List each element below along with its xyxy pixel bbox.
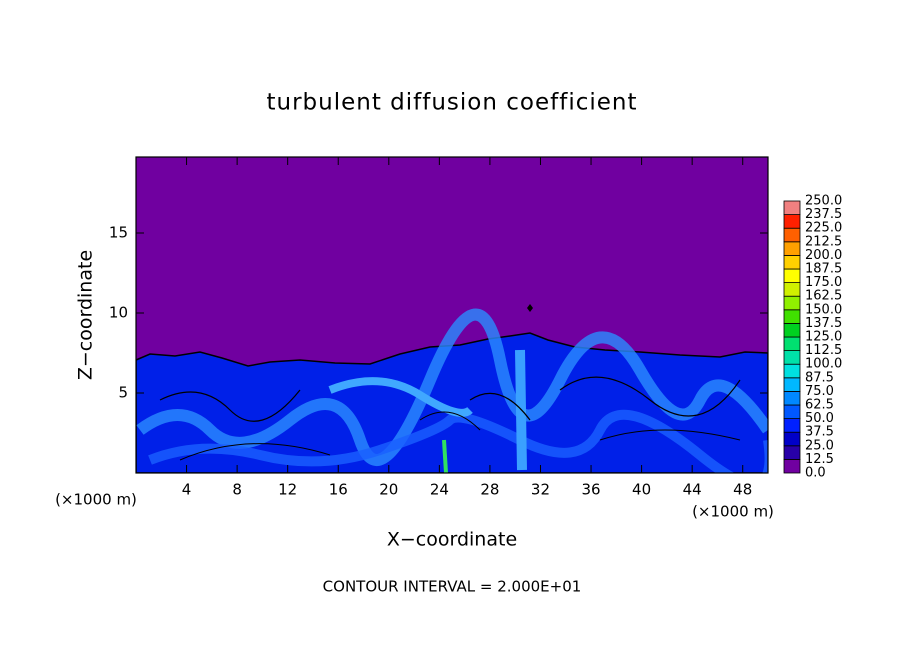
- x-tick-label: 32: [531, 481, 550, 499]
- y-tick-label: 15: [109, 224, 128, 242]
- x-tick-label: 28: [480, 481, 499, 499]
- x-unit-label: (×1000 m): [692, 503, 774, 521]
- y-axis-label: Z−coordinate: [75, 250, 97, 380]
- x-tick-label: 12: [278, 481, 297, 499]
- colorbar-band: [783, 418, 801, 433]
- x-tick-label: 8: [232, 481, 242, 499]
- colorbar-band: [783, 241, 801, 256]
- colorbar-label: 50.0: [805, 411, 834, 426]
- colorbar-band: [783, 431, 801, 447]
- chart-title: turbulent diffusion coefficient: [266, 90, 637, 116]
- plot-frame: [135, 156, 769, 474]
- x-tick-label: 4: [182, 481, 192, 499]
- colorbar-label: 87.5: [805, 370, 834, 385]
- colorbar-label: 137.5: [805, 316, 842, 331]
- colorbar-band: [783, 336, 801, 352]
- colorbar-band: [783, 227, 801, 243]
- footer-note: CONTOUR INTERVAL = 2.000E+01: [323, 578, 582, 596]
- contour-field: [136, 157, 768, 473]
- y-tick-label: 5: [118, 384, 128, 402]
- colorbar-band: [783, 282, 801, 297]
- colorbar-label: 225.0: [805, 221, 842, 236]
- colorbar-band: [783, 254, 801, 270]
- colorbar-band: [783, 404, 801, 420]
- colorbar-label: 125.0: [805, 330, 842, 345]
- colorbar-label: 150.0: [805, 302, 842, 317]
- x-tick-label: 44: [683, 481, 702, 499]
- colorbar-label: 112.5: [805, 343, 842, 358]
- colorbar-label: 25.0: [805, 438, 834, 453]
- colorbar-band: [783, 390, 801, 406]
- colorbar-label: 175.0: [805, 275, 842, 290]
- x-tick-label: 20: [379, 481, 398, 499]
- colorbar-label: 250.0: [805, 194, 842, 209]
- x-unit-label: (×1000 m): [55, 491, 137, 509]
- colorbar-band: [783, 445, 801, 460]
- colorbar-band: [783, 309, 801, 324]
- colorbar-label: 212.5: [805, 234, 842, 249]
- colorbar-label: 187.5: [805, 262, 842, 277]
- x-tick-label: 48: [733, 481, 752, 499]
- colorbar-label: 12.5: [805, 452, 834, 467]
- colorbar-label: 162.5: [805, 289, 842, 304]
- colorbar-band: [783, 268, 801, 284]
- colorbar-band: [783, 200, 801, 216]
- colorbar-band: [783, 458, 801, 474]
- x-tick-label: 40: [632, 481, 651, 499]
- colorbar-label: 237.5: [805, 207, 842, 222]
- x-tick-label: 24: [430, 481, 449, 499]
- colorbar-band: [783, 322, 801, 338]
- colorbar-label: 0.0: [805, 466, 826, 481]
- colorbar-band: [783, 350, 801, 365]
- x-tick-label: 16: [329, 481, 348, 499]
- colorbar-band: [783, 295, 801, 311]
- colorbar-label: 37.5: [805, 425, 834, 440]
- colorbar-band: [783, 363, 801, 379]
- colorbar-label: 75.0: [805, 384, 834, 399]
- colorbar-label: 200.0: [805, 248, 842, 263]
- x-tick-label: 36: [581, 481, 600, 499]
- colorbar-band: [783, 377, 801, 392]
- x-axis-label: X−coordinate: [387, 529, 517, 551]
- colorbar-label: 100.0: [805, 357, 842, 372]
- y-tick-label: 10: [109, 304, 128, 322]
- colorbar-label: 62.5: [805, 398, 834, 413]
- colorbar-band: [783, 214, 801, 229]
